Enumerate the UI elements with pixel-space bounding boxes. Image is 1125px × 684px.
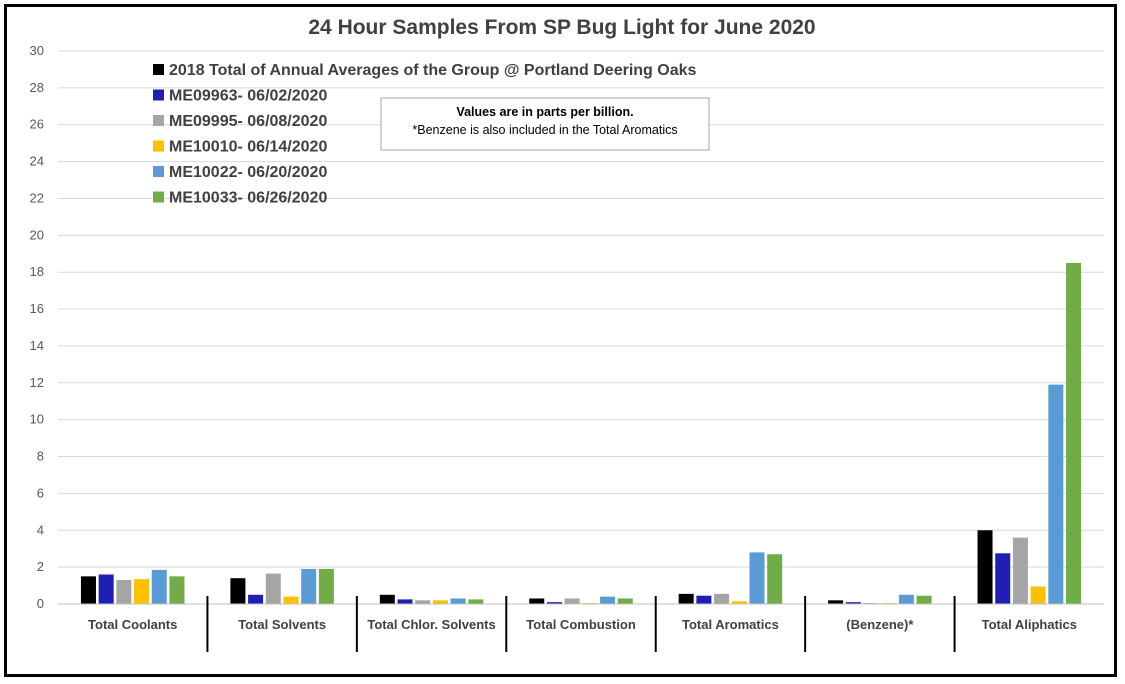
bars [80, 262, 1082, 604]
bar [977, 530, 993, 604]
y-tick-label: 18 [30, 264, 44, 279]
bar [1030, 586, 1046, 604]
bar [116, 580, 132, 604]
bar [731, 601, 747, 604]
x-category-label: Total Chlor. Solvents [367, 617, 495, 632]
bar [301, 568, 317, 604]
bar [169, 576, 185, 604]
y-tick-label: 4 [37, 522, 44, 537]
x-category-label: (Benzene)* [846, 617, 914, 632]
y-tick-label: 30 [30, 43, 44, 58]
bar [767, 554, 783, 604]
bar [98, 574, 114, 604]
bar [995, 553, 1011, 604]
y-tick-label: 26 [30, 117, 44, 132]
bar [1066, 262, 1082, 604]
y-tick-label: 24 [30, 154, 44, 169]
annotation-line-1: Values are in parts per billion. [456, 105, 633, 119]
annotation-border [380, 97, 710, 151]
bar [450, 598, 466, 604]
y-tick-label: 20 [30, 227, 44, 242]
legend-swatch [153, 115, 164, 126]
x-category-label: Total Aliphatics [982, 617, 1077, 632]
bar [80, 576, 96, 604]
x-category-label: Total Combustion [526, 617, 636, 632]
bar [265, 573, 281, 604]
y-tick-label: 22 [30, 190, 44, 205]
y-tick-label: 0 [37, 596, 44, 611]
bar [283, 596, 299, 604]
y-tick-label: 14 [30, 338, 44, 353]
bar [845, 602, 861, 604]
bar [468, 599, 484, 604]
y-tick-label: 28 [30, 80, 44, 95]
bar [546, 602, 562, 604]
bar [151, 569, 167, 604]
bar [397, 599, 413, 604]
annotation-line-2: *Benzene is also included in the Total A… [412, 123, 677, 137]
bar [1048, 384, 1064, 604]
legend-swatch [153, 191, 164, 203]
x-axis: Total Coolants Total Solvents Total Chlor.… [58, 596, 1104, 652]
legend-label: ME10033- 06/26/2020 [169, 190, 327, 207]
annotation-box: Values are in parts per billion. *Benzen… [380, 97, 710, 151]
bar [1012, 537, 1028, 604]
x-category-label: Total Aromatics [682, 617, 779, 632]
y-tick-label: 8 [37, 449, 44, 464]
bar [696, 595, 712, 604]
bar [898, 594, 914, 604]
bar [828, 600, 844, 604]
bar [230, 578, 246, 604]
bar [749, 552, 765, 604]
bar [678, 593, 694, 604]
bar [600, 596, 616, 604]
bar [432, 600, 448, 604]
legend-swatch [153, 166, 164, 177]
y-tick-label: 16 [30, 301, 44, 316]
bar [379, 594, 395, 604]
bar [134, 579, 150, 604]
x-category-label: Total Solvents [238, 617, 326, 632]
bar [714, 593, 730, 604]
bar [564, 598, 580, 604]
y-tick-label: 2 [37, 559, 44, 574]
legend-swatch [153, 64, 164, 75]
bar [916, 595, 932, 604]
legend-swatch [153, 140, 164, 152]
x-category-label: Total Coolants [88, 617, 177, 632]
legend-label: ME10022- 06/20/2020 [169, 164, 327, 181]
bar [529, 598, 545, 604]
chart-title: 24 Hour Samples From SP Bug Light for Ju… [308, 16, 815, 39]
bar [617, 598, 633, 604]
legend-label: 2018 Total of Annual Averages of the Gro… [169, 62, 697, 79]
legend-label: ME09995- 06/08/2020 [169, 113, 327, 130]
legend: 2018 Total of Annual Averages of the Gro… [153, 62, 697, 207]
legend-label: ME10010- 06/14/2020 [169, 139, 327, 156]
bar [248, 594, 264, 604]
legend-label: ME09963- 06/02/2020 [169, 88, 327, 105]
legend-swatch [153, 89, 164, 101]
bar [415, 600, 431, 604]
y-tick-label: 10 [30, 412, 44, 427]
bar [318, 568, 334, 604]
y-tick-label: 6 [37, 485, 44, 500]
y-tick-label: 12 [30, 375, 44, 390]
